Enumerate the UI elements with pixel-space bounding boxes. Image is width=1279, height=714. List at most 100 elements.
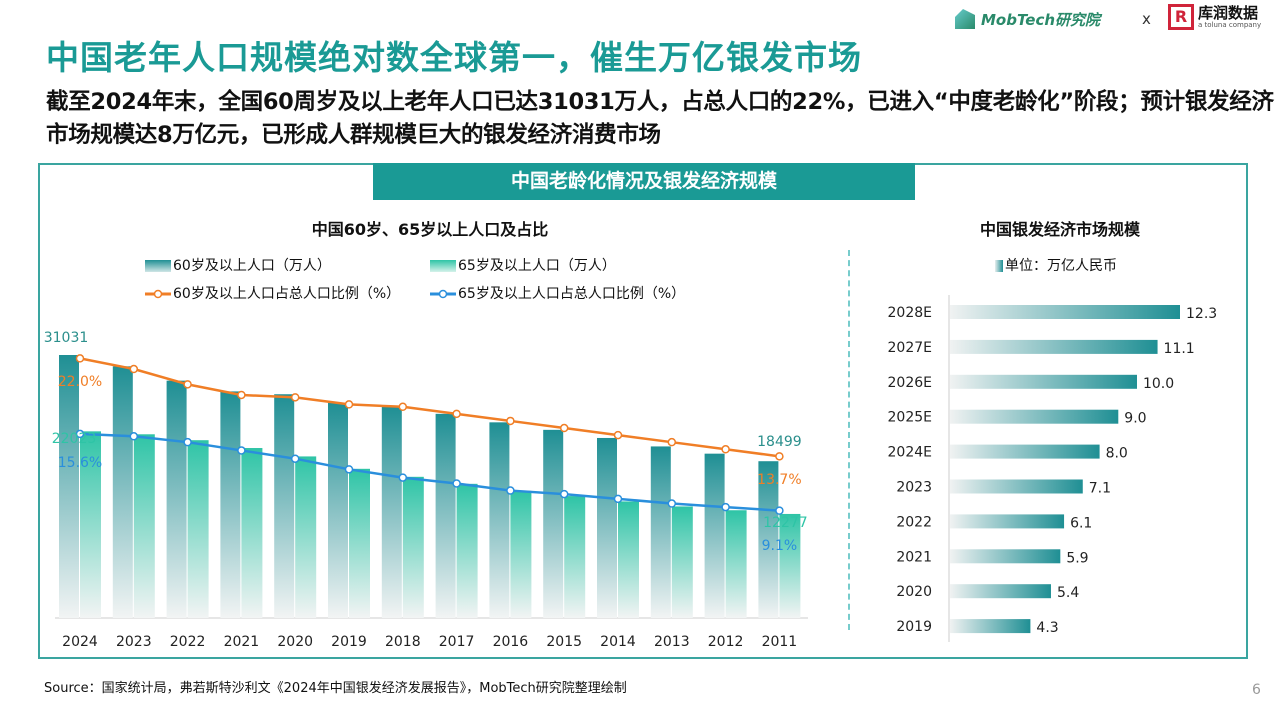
line-point xyxy=(721,445,730,454)
bar-60-plus xyxy=(435,413,456,618)
y-tick-label: 2019 xyxy=(896,619,932,635)
right-chart-title: 中国银发经济市场规模 xyxy=(979,220,1140,239)
y-tick-label: 2021 xyxy=(896,549,932,565)
line-point xyxy=(775,506,784,515)
bar-65-plus xyxy=(725,510,747,618)
partner-logo: R 库润数据 a toluna company xyxy=(1168,4,1261,30)
legend-swatch xyxy=(430,289,456,299)
y-tick-label: 2025E xyxy=(888,410,932,426)
data-label-bar60-first: 31031 xyxy=(44,330,89,346)
bar-65-plus xyxy=(618,501,639,618)
bar-60-plus xyxy=(489,422,510,618)
bar-60-plus xyxy=(381,406,402,618)
market-bar xyxy=(950,549,1061,564)
data-label-bar65-first: 22023 xyxy=(52,431,97,447)
market-bar xyxy=(950,619,1031,634)
divider xyxy=(848,250,850,630)
line-point xyxy=(398,402,408,412)
bar-65-plus xyxy=(80,431,101,618)
x-tick-label: 2013 xyxy=(654,634,690,650)
line-point xyxy=(398,473,408,482)
bar-65-plus xyxy=(402,476,424,618)
partner-tagline: a toluna company xyxy=(1198,20,1262,29)
market-bar xyxy=(950,409,1119,424)
bar-65-plus xyxy=(349,468,370,618)
bar-65-plus xyxy=(456,483,478,618)
bar-65-plus xyxy=(510,490,532,618)
bar-60-plus xyxy=(543,429,564,618)
line-point xyxy=(775,452,784,461)
line-point xyxy=(290,454,300,463)
source-note: Source：国家统计局，弗若斯特沙利文《2024年中国银发经济发展报告》，Mo… xyxy=(44,681,627,696)
x-tick-label: 2024 xyxy=(62,634,98,650)
bar-60-plus xyxy=(112,366,133,618)
legend-bar60: 60岁及以上人口（万人） xyxy=(145,257,331,275)
bar-60-plus xyxy=(274,394,295,618)
line-point xyxy=(183,380,192,389)
data-label: 9.0 xyxy=(1124,411,1146,427)
line-series-2 xyxy=(79,357,780,458)
page-title: 中国老年人口规模绝对数全球第一，催生万亿银发市场 xyxy=(46,38,862,77)
section-title: 中国老龄化情况及银发经济规模 xyxy=(373,163,915,200)
line-point xyxy=(667,499,677,508)
legend-line60: 60岁及以上人口占总人口比例（%） xyxy=(145,285,400,303)
market-bar xyxy=(950,584,1051,599)
legend-label: 60岁及以上人口占总人口比例（%） xyxy=(173,286,401,302)
line-point xyxy=(75,354,85,363)
market-bar xyxy=(950,374,1137,389)
x-tick-label: 2014 xyxy=(600,634,636,650)
data-label-bar65-last: 12277 xyxy=(763,515,808,531)
page-number: 6 xyxy=(1252,682,1261,698)
data-label: 7.1 xyxy=(1089,481,1111,497)
x-tick-label: 2020 xyxy=(277,634,313,650)
bar-60-plus xyxy=(597,437,617,618)
legend-swatch xyxy=(995,260,1003,272)
x-tick-label: 2011 xyxy=(762,634,798,650)
line-series-3 xyxy=(79,432,780,512)
line-point xyxy=(237,390,246,400)
legend-swatch xyxy=(145,289,171,299)
y-tick-label: 2023 xyxy=(896,480,932,496)
bar-65-plus xyxy=(564,496,586,618)
legend-label: 单位：万亿人民币 xyxy=(1005,258,1117,274)
bar-60-plus xyxy=(758,461,779,618)
y-tick-label: 2028E xyxy=(888,305,932,321)
legend-swatch xyxy=(430,260,456,272)
bar-65-plus xyxy=(779,513,801,618)
mobtech-logo: MobTech研究院 xyxy=(955,6,1100,32)
data-label-line65-first: 15.6% xyxy=(58,455,102,471)
market-bar xyxy=(950,479,1083,494)
market-bar xyxy=(950,514,1065,529)
line-point xyxy=(290,393,300,402)
data-label: 5.9 xyxy=(1066,550,1088,566)
bar-60-plus xyxy=(650,446,671,618)
line-point xyxy=(506,416,515,426)
bar-65-plus xyxy=(671,506,693,618)
line-point xyxy=(559,489,569,499)
data-label: 12.3 xyxy=(1186,306,1217,322)
y-tick-label: 2027E xyxy=(888,340,932,356)
line-point xyxy=(559,423,569,433)
legend-bar65: 65岁及以上人口（万人） xyxy=(430,257,616,275)
x-tick-label: 2018 xyxy=(385,634,421,650)
legend-label: 65岁及以上人口占总人口比例（%） xyxy=(458,286,686,302)
line-point xyxy=(129,364,139,374)
data-label: 11.1 xyxy=(1164,341,1195,357)
data-label: 6.1 xyxy=(1070,515,1092,531)
y-tick-label: 2022 xyxy=(896,514,932,530)
x-tick-label: 2016 xyxy=(493,634,529,650)
line-point xyxy=(452,479,461,488)
x-tick-label: 2023 xyxy=(116,634,152,650)
bar-60-plus xyxy=(166,380,187,618)
left-chart-title: 中国60岁、65岁以上人口及占比 xyxy=(311,220,549,239)
legend-label: 65岁及以上人口（万人） xyxy=(458,258,616,274)
x-tick-label: 2015 xyxy=(546,634,582,650)
mobtech-logo-icon xyxy=(955,9,975,29)
y-tick-label: 2020 xyxy=(896,584,932,600)
bar-65-plus xyxy=(241,448,263,618)
bar-65-plus xyxy=(133,434,155,618)
market-bar xyxy=(950,444,1100,459)
x-tick-label: 2012 xyxy=(708,634,744,650)
logo-separator: x xyxy=(1142,10,1151,28)
